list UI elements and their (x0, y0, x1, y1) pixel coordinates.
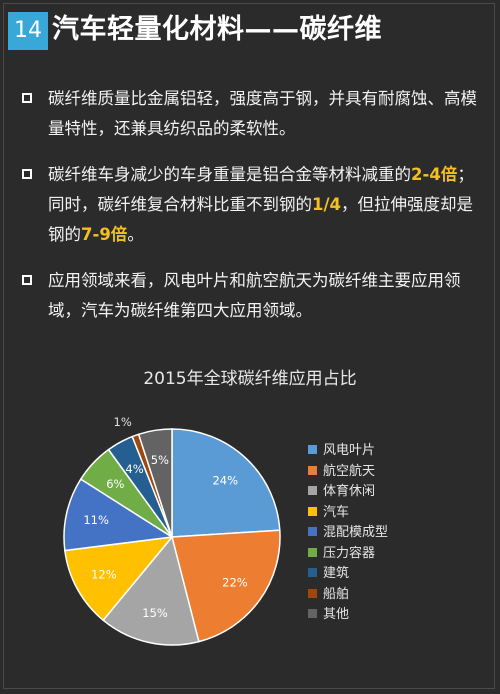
pie-slice-1 (171, 529, 281, 643)
legend-item-8: 其他 (308, 605, 458, 626)
legend-swatch (308, 465, 317, 475)
slide-number-badge: 14 (8, 12, 48, 50)
legend-swatch (308, 527, 317, 536)
highlight-text: 2-4倍 (411, 165, 458, 184)
pie-data-label-1: 22% (222, 576, 248, 590)
pie-data-label-5: 6% (106, 477, 124, 491)
legend-item-6: 建筑 (308, 564, 458, 585)
pie-data-label-2: 15% (142, 606, 168, 620)
bullet-text-segment: 碳纤维车身减少的车身重量是铝合金等材料减重的 (48, 165, 411, 184)
checkbox-bullet-icon (22, 169, 32, 179)
pie-slice-3 (64, 536, 174, 622)
highlight-text: 1/4 (312, 195, 341, 214)
pie-slice-2 (102, 535, 200, 646)
chart-legend: 风电叶片航空航天体育休闲汽车混配模成型压力容器建筑船舶其他 (308, 441, 458, 626)
legend-label: 压力容器 (323, 545, 376, 561)
pie-data-label-0: 24% (212, 473, 238, 487)
legend-swatch (308, 506, 317, 516)
highlight-text: 7-9倍 (81, 225, 128, 244)
bullet-item-2: 碳纤维车身减少的车身重量是铝合金等材料减重的2-4倍；同时，碳纤维复合材料比重不… (22, 160, 482, 250)
pie-data-label-6: 4% (125, 462, 143, 476)
legend-label: 船舶 (323, 586, 350, 602)
pie-slice-8 (137, 428, 173, 538)
legend-label: 汽车 (323, 504, 350, 520)
legend-swatch (308, 568, 317, 577)
legend-item-2: 体育休闲 (308, 482, 458, 503)
legend-item-4: 混配模成型 (308, 523, 458, 544)
page-frame (3, 3, 495, 689)
bullet-text-segment: ，但拉伸强度却是钢的 (48, 195, 473, 244)
bullet-item-3: 应用领域来看，风电叶片和航空航天为碳纤维主要应用领域，汽车为碳纤维第四大应用领域… (22, 266, 482, 326)
legend-swatch (308, 445, 317, 454)
pie-data-label-7: 1% (114, 415, 132, 429)
bullet-text: 碳纤维质量比金属铝轻，强度高于钢，并具有耐腐蚀、高模量特性，还兼具纺织品的柔软性… (48, 89, 477, 138)
slide-header: 14 汽车轻量化材料——碳纤维 (8, 10, 492, 50)
pie-data-label-3: 12% (91, 567, 117, 581)
bullet-text-segment: 碳纤维质量比金属铝轻，强度高于钢，并具有耐腐蚀、高模量特性，还兼具纺织品的柔软性… (48, 89, 477, 138)
bullet-text: 应用领域来看，风电叶片和航空航天为碳纤维主要应用领域，汽车为碳纤维第四大应用领域… (48, 271, 461, 320)
bullet-text-segment: ；同时，碳纤维复合材料比重不到钢的 (48, 165, 474, 214)
pie-slice-4 (63, 478, 175, 552)
bullet-text-segment: 应用领域来看，风电叶片和航空航天为碳纤维主要应用领域，汽车为碳纤维第四大应用领域… (48, 271, 461, 320)
legend-label: 风电叶片 (323, 443, 376, 458)
legend-swatch (308, 609, 317, 618)
bullet-list: 碳纤维质量比金属铝轻，强度高于钢，并具有耐腐蚀、高模量特性，还兼具纺织品的柔软性… (22, 84, 482, 326)
legend-item-3: 汽车 (308, 503, 458, 524)
legend-swatch (308, 547, 317, 557)
bullet-text-segment: 。 (127, 225, 144, 244)
bullet-text: 碳纤维车身减少的车身重量是铝合金等材料减重的2-4倍；同时，碳纤维复合材料比重不… (48, 165, 474, 244)
pie-slice-0 (171, 428, 281, 538)
legend-item-0: 风电叶片 (308, 441, 458, 462)
legend-label: 体育休闲 (323, 484, 376, 499)
chart-title: 2015年全球碳纤维应用占比 (143, 369, 357, 389)
legend-label: 混配模成型 (323, 525, 389, 540)
legend-label: 航空航天 (323, 463, 376, 479)
legend-item-1: 航空航天 (308, 462, 458, 483)
checkbox-bullet-icon (22, 93, 32, 103)
checkbox-bullet-icon (22, 275, 32, 285)
legend-swatch (308, 486, 317, 495)
legend-item-5: 压力容器 (308, 544, 458, 565)
legend-swatch (308, 588, 317, 598)
legend-label: 建筑 (323, 566, 350, 581)
bullet-item-1: 碳纤维质量比金属铝轻，强度高于钢，并具有耐腐蚀、高模量特性，还兼具纺织品的柔软性… (22, 84, 482, 144)
pie-data-label-8: 5% (151, 453, 169, 467)
slide-title: 汽车轻量化材料——碳纤维 (52, 14, 382, 45)
legend-label: 其他 (323, 607, 350, 622)
pie-data-label-4: 11% (83, 513, 109, 527)
legend-item-7: 船舶 (308, 585, 458, 606)
